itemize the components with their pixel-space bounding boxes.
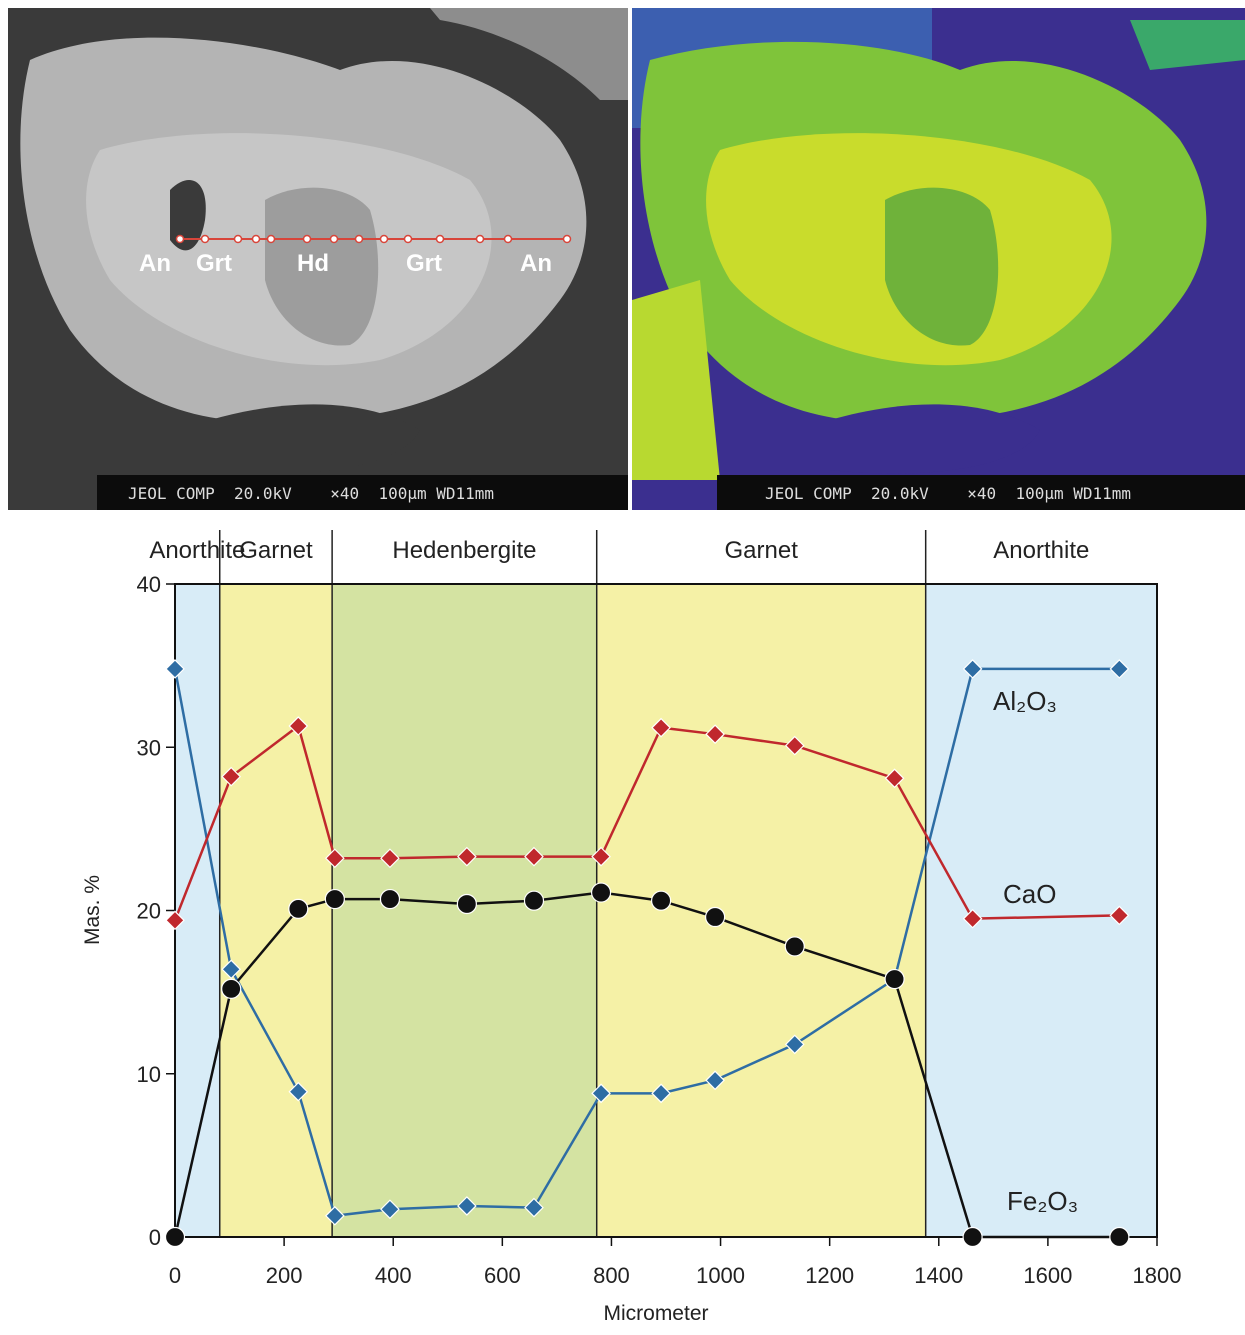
mineral-label: Hd [297, 250, 329, 277]
x-tick-label: 600 [484, 1263, 521, 1288]
data-point [380, 890, 399, 909]
mineral-label: Grt [406, 250, 442, 277]
data-point [885, 970, 904, 989]
mineral-label: An [139, 250, 171, 277]
zone-label: Anorthite [993, 537, 1089, 564]
data-point [457, 894, 476, 913]
bse-image: An Grt Hd Grt An JEOL COMP 20.0kV ×40 10… [8, 8, 628, 510]
mineral-label: An [520, 250, 552, 277]
data-point [652, 891, 671, 910]
series-label: CaO [1003, 879, 1056, 909]
data-point [592, 883, 611, 902]
data-point [166, 1228, 185, 1247]
image-caption: JEOL COMP 20.0kV ×40 100μm WD11mm [765, 484, 1131, 503]
zone-label: Hedenbergite [392, 537, 536, 564]
x-tick-label: 1000 [696, 1263, 745, 1288]
x-tick-label: 400 [375, 1263, 412, 1288]
data-point [706, 908, 725, 927]
series-label: Fe₂O₃ [1007, 1186, 1078, 1216]
x-tick-label: 0 [169, 1263, 181, 1288]
x-tick-label: 1200 [805, 1263, 854, 1288]
series-label: Al₂O₃ [993, 686, 1057, 716]
x-tick-label: 200 [266, 1263, 303, 1288]
x-tick-label: 800 [593, 1263, 630, 1288]
data-point [289, 899, 308, 918]
figure: An Grt Hd Grt An JEOL COMP 20.0kV ×40 10… [0, 0, 1245, 1330]
y-tick-label: 0 [149, 1225, 161, 1250]
y-tick-label: 30 [137, 735, 161, 760]
data-point [1110, 1228, 1129, 1247]
zone-label: Anorthite [149, 537, 245, 564]
mineral-label: Grt [196, 250, 232, 277]
x-tick-label: 1600 [1023, 1263, 1072, 1288]
data-point [963, 1228, 982, 1247]
data-point [785, 937, 804, 956]
zone [220, 584, 332, 1237]
x-axis-label: Micrometer [603, 1302, 708, 1325]
zone-label: Garnet [239, 537, 313, 564]
x-tick-label: 1400 [914, 1263, 963, 1288]
data-point [325, 890, 344, 909]
data-point [222, 979, 241, 998]
y-tick-label: 40 [137, 572, 161, 597]
y-axis-label: Mas. % [81, 875, 104, 945]
image-caption: JEOL COMP 20.0kV ×40 100μm WD11mm [128, 484, 494, 503]
data-point [524, 891, 543, 910]
map-image: JEOL COMP 20.0kV ×40 100μm WD11mm [632, 8, 1245, 510]
x-tick-label: 1800 [1133, 1263, 1182, 1288]
y-tick-label: 20 [137, 899, 161, 924]
y-tick-label: 10 [137, 1062, 161, 1087]
zone [597, 584, 926, 1237]
zone-label: Garnet [725, 537, 799, 564]
